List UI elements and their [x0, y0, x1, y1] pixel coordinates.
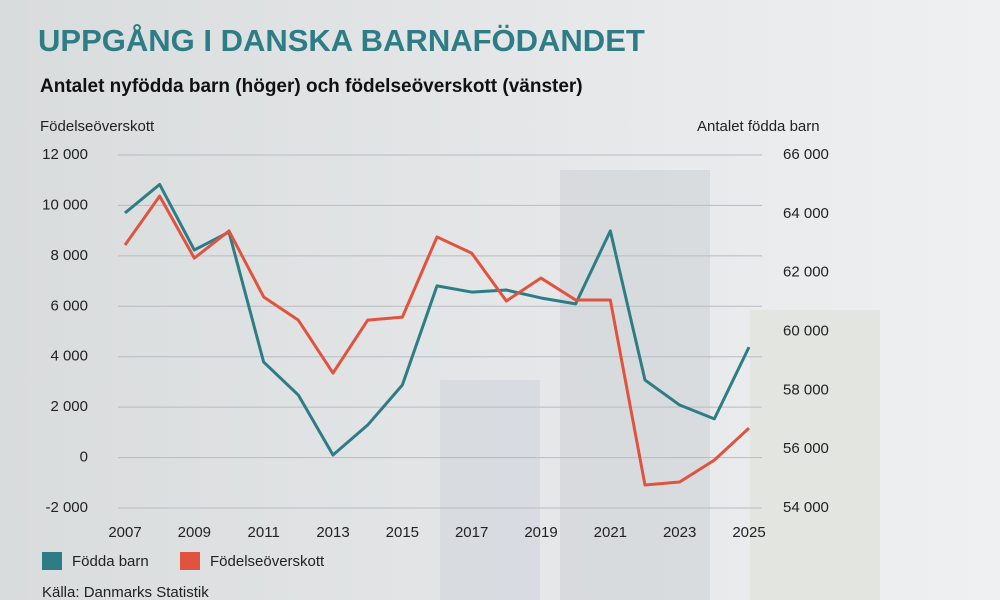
x-tick-label: 2023 [663, 524, 696, 541]
y-tick-label: 4 000 [50, 348, 88, 365]
x-tick-label: 2015 [386, 524, 419, 541]
y-tick-label: 6 000 [50, 297, 88, 314]
y-tick-label: 10 000 [42, 196, 88, 213]
y2-tick-label: 62 000 [783, 264, 829, 281]
y2-tick-label: 64 000 [783, 205, 829, 222]
y2-tick-label: 58 000 [783, 381, 829, 398]
x-tick-label: 2019 [524, 524, 557, 541]
chart-title: UPPGÅNG I DANSKA BARNAFÖDANDET [38, 23, 645, 58]
background-shape [560, 170, 710, 600]
legend-label: Födelseöverskott [210, 553, 325, 570]
y2-tick-label: 54 000 [783, 499, 829, 516]
y-tick-label: 8 000 [50, 247, 88, 264]
x-tick-label: 2017 [455, 524, 488, 541]
y-tick-label: 0 [80, 449, 88, 466]
y2-tick-label: 60 000 [783, 322, 829, 339]
source: Källa: Danmarks Statistik [42, 584, 209, 600]
y-tick-label: 2 000 [50, 398, 88, 415]
y-tick-label: 12 000 [42, 146, 88, 163]
background-shape [750, 310, 880, 600]
y2-tick-label: 66 000 [783, 146, 829, 163]
x-tick-label: 2013 [316, 524, 349, 541]
x-tick-label: 2021 [594, 524, 627, 541]
y2-axis-title: Antalet födda barn [697, 118, 820, 135]
background-shape [440, 380, 540, 600]
x-tick-label: 2011 [248, 524, 280, 541]
x-tick-label: 2007 [108, 524, 141, 541]
x-tick-label: 2009 [178, 524, 211, 541]
series-line [123, 194, 751, 487]
y-axis-title: Födelseöverskott [40, 118, 155, 135]
y2-tick-label: 56 000 [783, 440, 829, 457]
legend-swatch [42, 552, 62, 570]
legend-swatch [180, 552, 200, 570]
legend-label: Födda barn [72, 553, 149, 570]
chart-subtitle: Antalet nyfödda barn (höger) och födelse… [40, 76, 583, 97]
x-tick-label: 2025 [732, 524, 765, 541]
y-tick-label: -2 000 [45, 499, 88, 516]
